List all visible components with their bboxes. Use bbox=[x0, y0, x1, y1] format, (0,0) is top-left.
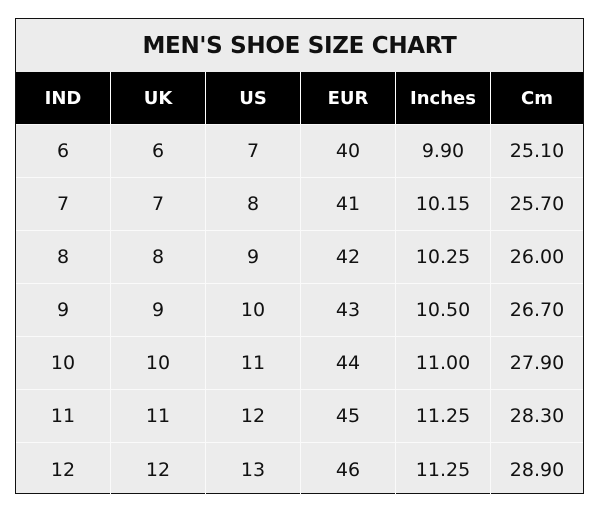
table-cell: 9 bbox=[16, 284, 111, 337]
table-cell: 10.50 bbox=[396, 284, 491, 337]
header-row: IND UK US EUR Inches Cm bbox=[16, 72, 583, 125]
table-title: MEN'S SHOE SIZE CHART bbox=[142, 32, 457, 59]
table-row: 10 10 11 44 11.00 27.90 bbox=[16, 337, 583, 390]
table-cell: 12 bbox=[206, 390, 301, 443]
table-cell: 25.70 bbox=[491, 178, 583, 231]
shoe-size-table: MEN'S SHOE SIZE CHART IND UK US EUR Inches Cm… bbox=[15, 18, 584, 496]
table-row: 8 8 9 42 10.25 26.00 bbox=[16, 231, 583, 284]
table-cell: 13 bbox=[206, 443, 301, 496]
table-cell: 25.10 bbox=[491, 125, 583, 178]
table-cell: 9.90 bbox=[396, 125, 491, 178]
table-cell: 10 bbox=[16, 337, 111, 390]
table-cell: 26.70 bbox=[491, 284, 583, 337]
table-cell: 7 bbox=[16, 178, 111, 231]
table-cell: 7 bbox=[111, 178, 206, 231]
table-cell: 11.00 bbox=[396, 337, 491, 390]
table-row: 11 11 12 45 11.25 28.30 bbox=[16, 390, 583, 443]
table-cell: 11 bbox=[206, 337, 301, 390]
table-cell: 10.25 bbox=[396, 231, 491, 284]
table-cell: 6 bbox=[111, 125, 206, 178]
table-cell: 12 bbox=[111, 443, 206, 496]
column-header-inches: Inches bbox=[396, 72, 491, 125]
table-cell: 26.00 bbox=[491, 231, 583, 284]
table-cell: 7 bbox=[206, 125, 301, 178]
table-cell: 11 bbox=[16, 390, 111, 443]
column-header-eur: EUR bbox=[301, 72, 396, 125]
table-cell: 9 bbox=[206, 231, 301, 284]
table-row: 12 12 13 46 11.25 28.90 bbox=[16, 443, 583, 496]
table-cell: 6 bbox=[16, 125, 111, 178]
table-cell: 11.25 bbox=[396, 443, 491, 496]
table-row: 9 9 10 43 10.50 26.70 bbox=[16, 284, 583, 337]
table-cell: 10 bbox=[206, 284, 301, 337]
table-cell: 44 bbox=[301, 337, 396, 390]
table-cell: 27.90 bbox=[491, 337, 583, 390]
table-cell: 12 bbox=[16, 443, 111, 496]
table-row: 6 6 7 40 9.90 25.10 bbox=[16, 125, 583, 178]
table-cell: 43 bbox=[301, 284, 396, 337]
table-cell: 45 bbox=[301, 390, 396, 443]
table-cell: 8 bbox=[16, 231, 111, 284]
table-cell: 40 bbox=[301, 125, 396, 178]
table-cell: 28.30 bbox=[491, 390, 583, 443]
table-body: 6 6 7 40 9.90 25.10 7 7 8 41 10.15 25.70 8 8 9 42 10.25 2… bbox=[16, 125, 583, 496]
table-cell: 41 bbox=[301, 178, 396, 231]
column-header-uk: UK bbox=[111, 72, 206, 125]
table-row: 7 7 8 41 10.15 25.70 bbox=[16, 178, 583, 231]
table-cell: 11.25 bbox=[396, 390, 491, 443]
column-header-cm: Cm bbox=[491, 72, 583, 125]
column-header-us: US bbox=[206, 72, 301, 125]
table-cell: 11 bbox=[111, 390, 206, 443]
table-cell: 10 bbox=[111, 337, 206, 390]
table-cell: 8 bbox=[111, 231, 206, 284]
table-cell: 9 bbox=[111, 284, 206, 337]
table-cell: 8 bbox=[206, 178, 301, 231]
table-cell: 10.15 bbox=[396, 178, 491, 231]
column-header-ind: IND bbox=[16, 72, 111, 125]
table-cell: 42 bbox=[301, 231, 396, 284]
table-cell: 28.90 bbox=[509, 458, 565, 481]
table-cell: 46 bbox=[301, 443, 396, 496]
